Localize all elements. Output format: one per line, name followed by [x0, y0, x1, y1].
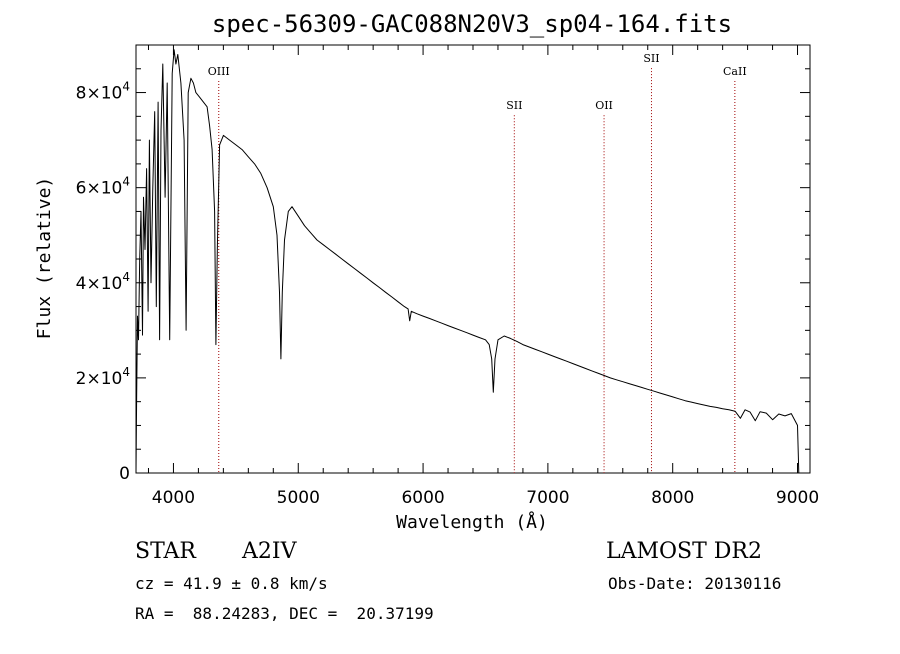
emission-line-label: CaII: [723, 65, 747, 78]
emission-line-markers: OIII SII OII SII CaII: [208, 52, 747, 473]
x-tick-label: 7000: [526, 488, 569, 508]
x-tick-label: 6000: [401, 488, 444, 508]
x-tick-label: 5000: [277, 488, 320, 508]
plot-frame: [135, 44, 811, 474]
x-tick-label: 4000: [152, 488, 195, 508]
spectrum-line: [135, 49, 800, 474]
survey-name: LAMOST DR2: [606, 539, 762, 564]
y-tick-label: 8×104: [76, 80, 130, 104]
x-tick-label: 9000: [776, 488, 819, 508]
x-tick-label: 8000: [651, 488, 694, 508]
emission-line-label: SII: [506, 99, 522, 112]
y-tick-label: 2×104: [76, 365, 130, 389]
emission-line-label: SII: [643, 52, 659, 65]
chart-title: spec-56309-GAC088N20V3_sp04-164.fits: [212, 10, 732, 38]
emission-line-label: OII: [595, 99, 613, 112]
x-axis-ticks: 4000 5000 6000 7000 8000 9000: [152, 45, 819, 508]
plot-border: [135, 44, 811, 474]
object-type: STAR: [135, 539, 196, 564]
y-axis-label: Flux (relative): [34, 177, 55, 340]
spectral-class: A2IV: [242, 539, 297, 564]
y-tick-label: 4×104: [76, 270, 130, 294]
observation-date: Obs-Date: 20130116: [608, 574, 782, 593]
y-tick-label: 0: [119, 464, 130, 484]
y-tick-label: 6×104: [76, 175, 130, 199]
emission-line-label: OIII: [208, 65, 230, 78]
redshift-value: cz = 41.9 ± 0.8 km/s: [135, 574, 328, 593]
coordinates: RA = 88.24283, DEC = 20.37199: [135, 604, 434, 623]
series-layer: [135, 49, 800, 474]
x-axis-label: Wavelength (Å): [396, 511, 548, 533]
y-axis-ticks: 0 2×104 4×104 6×104 8×104: [76, 80, 810, 484]
